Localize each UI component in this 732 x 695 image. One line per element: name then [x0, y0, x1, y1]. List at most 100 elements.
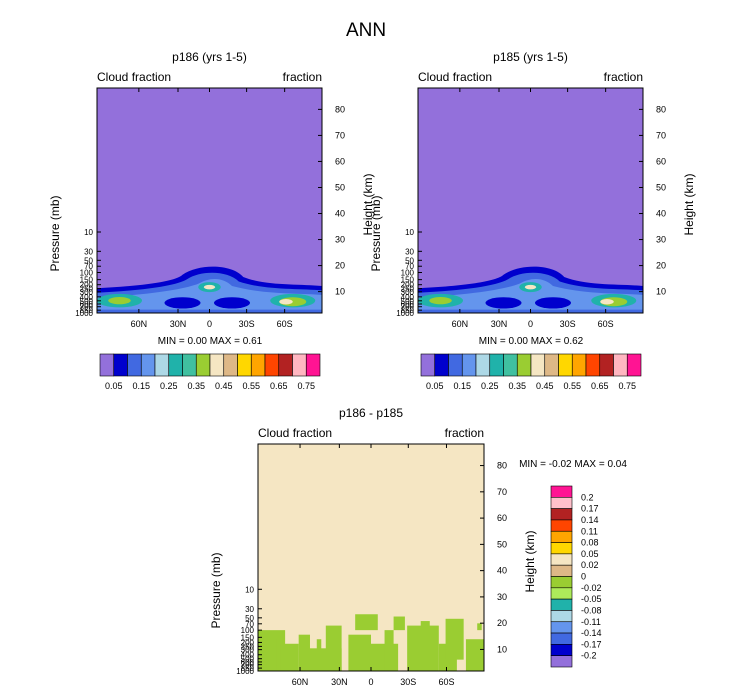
y-tick-label: 150: [80, 276, 94, 285]
x-tick-label: 30N: [170, 319, 187, 329]
y2-tick-label: 80: [656, 104, 666, 114]
colorbar-swatch: [550, 621, 573, 634]
contour-band: [429, 297, 452, 305]
colorbar-swatch: [209, 353, 225, 377]
colorbar-label: 0.11: [581, 526, 598, 536]
y-tick-label: 850: [241, 664, 255, 673]
colorbar-swatch: [292, 353, 307, 377]
y-tick-label: 100: [401, 269, 415, 278]
y2-tick-label: 40: [656, 209, 666, 219]
y-tick-label: 1000: [396, 309, 414, 318]
contour-field-2: [418, 88, 643, 313]
colorbar-swatch: [550, 564, 573, 577]
colorbar-swatch: [550, 587, 573, 600]
colorbar-swatch: [305, 353, 321, 377]
y-tick-label: 100: [241, 626, 255, 635]
colorbar-swatch: [550, 553, 573, 566]
axes-2: p185 (yrs 1-5)Cloud fraction fraction 60N 3…: [369, 50, 696, 329]
contour-band: [465, 639, 484, 671]
y2-tick-label: 70: [497, 487, 507, 497]
colorbar-swatch: [550, 576, 573, 589]
colorbar-swatch: [113, 353, 128, 377]
y-tick-label: 500: [80, 297, 94, 306]
y2-tick-label: 50: [335, 182, 345, 192]
colorbar-label: -0.17: [581, 639, 602, 649]
y-tick-label: 700: [80, 303, 94, 312]
colorbar-swatch: [530, 353, 546, 377]
contour-band: [280, 643, 299, 671]
colorbar-label: 0.45: [215, 381, 233, 391]
contour-band: [97, 278, 322, 313]
colorbar-swatch: [558, 353, 573, 377]
y-tick-label: 10: [245, 585, 254, 594]
y2-tick-label: 20: [497, 618, 507, 628]
y2-tick-label: 60: [497, 513, 507, 523]
colorbar-swatch: [613, 353, 628, 377]
difference-field: [258, 444, 484, 671]
y-tick-label: 200: [80, 281, 94, 290]
axes-3: p186 - p185 Cloud fraction fraction 60N 30N 0…: [209, 406, 537, 687]
colorbar-label: 0.35: [187, 381, 205, 391]
y-tick-label: 30: [245, 605, 254, 614]
contour-band: [418, 278, 643, 313]
colorbar-label: -0.05: [581, 594, 602, 604]
contour-band: [316, 639, 322, 653]
y-tick-label: 70: [245, 620, 254, 629]
y2-tick-label: 30: [497, 592, 507, 602]
y2-tick-label: 70: [656, 130, 666, 140]
y-axis-label: Pressure (mb): [48, 195, 62, 271]
y2-axis-label: Height (km): [523, 530, 537, 592]
y2-axis-label: Height (km): [682, 173, 696, 235]
left-string: Cloud fraction: [97, 70, 171, 84]
contour-band: [600, 299, 614, 305]
x-tick-label: 30N: [491, 319, 508, 329]
colorbar-swatch: [434, 353, 449, 377]
contour-band: [524, 284, 537, 290]
colorbar-swatch: [420, 353, 436, 377]
contour-band: [298, 634, 310, 671]
colorbar-1: 0.05 0.15 0.25 0.35 0.45 0.55 0.65 0.75 MIN = 0.…: [99, 336, 321, 391]
colorbar-swatch: [448, 353, 463, 377]
y-tick-label: 200: [241, 638, 255, 647]
contour-band: [535, 297, 571, 309]
y2-tick-label: 20: [335, 261, 345, 271]
y-tick-label: 30: [405, 247, 414, 256]
y-tick-label: 300: [401, 288, 415, 297]
x-tick-label: 60S: [277, 319, 293, 329]
colorbar-swatch: [550, 497, 573, 509]
x-tick-label: 60S: [598, 319, 614, 329]
y-tick-label: 250: [401, 285, 415, 294]
contour-field-1: [97, 88, 322, 313]
colorbar-swatch: [475, 353, 491, 377]
colorbar-label: 0.05: [426, 381, 444, 391]
colorbar-swatch: [550, 519, 573, 532]
x-tick-label: 60N: [131, 319, 148, 329]
x-tick-label: 0: [368, 677, 373, 687]
colorbar-label: 0.08: [581, 538, 599, 548]
y-tick-label: 300: [241, 646, 255, 655]
colorbar-label: -0.11: [581, 617, 601, 627]
y2-tick-label: 50: [656, 182, 666, 192]
colorbar-label: 0.65: [270, 381, 288, 391]
colorbar-label: 0.05: [581, 549, 599, 559]
colorbar-label: 0.55: [563, 381, 581, 391]
x-tick-label: 30S: [560, 319, 576, 329]
y2-tick-label: 10: [497, 644, 507, 654]
colorbar-swatch: [182, 353, 197, 377]
y2-tick-label: 50: [497, 539, 507, 549]
y-tick-label: 1000: [75, 309, 93, 318]
y-tick-label: 50: [84, 256, 93, 265]
colorbar-label: 0.15: [453, 381, 471, 391]
y-tick-label: 250: [80, 285, 94, 294]
contour-band: [445, 618, 464, 660]
y-tick-label: 850: [401, 306, 415, 315]
right-string: fraction: [604, 70, 643, 84]
colorbar-swatch: [168, 353, 183, 377]
colorbar-swatch: [195, 353, 211, 377]
contour-band: [164, 297, 201, 309]
colorbar-label: 0: [581, 572, 586, 582]
colorbar-swatch: [223, 353, 238, 377]
y-tick-label: 300: [80, 288, 94, 297]
contour-band: [384, 630, 394, 671]
colorbar-label: -0.14: [581, 628, 602, 638]
